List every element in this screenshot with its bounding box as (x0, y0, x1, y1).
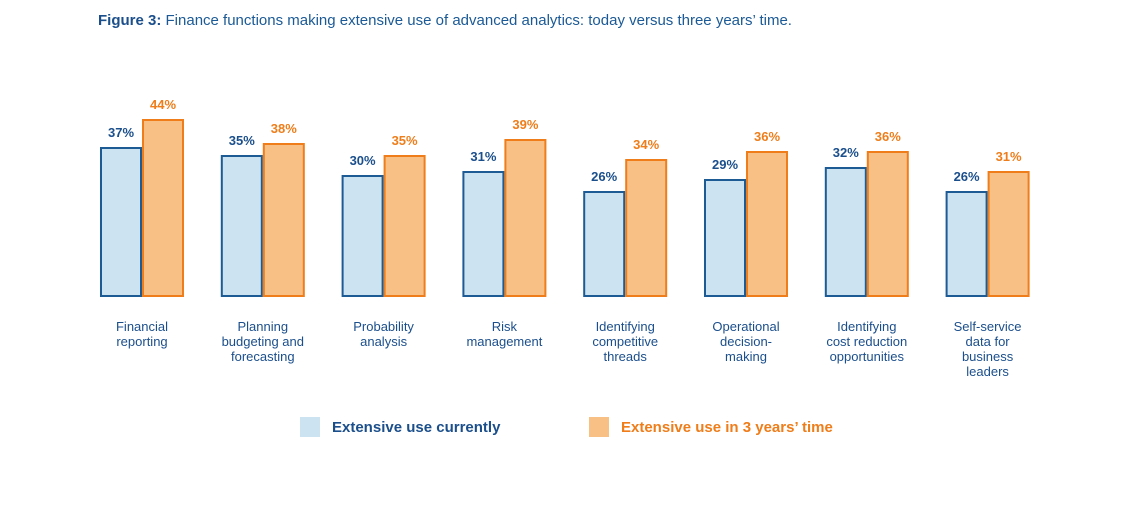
data-label-future-7: 31% (996, 149, 1022, 164)
category-label-line: reporting (116, 334, 167, 349)
category-label-line: leaders (966, 364, 1009, 379)
data-label-future-3: 39% (512, 117, 538, 132)
data-label-current-6: 32% (833, 145, 859, 160)
data-label-current-0: 37% (108, 125, 134, 140)
data-label-current-3: 31% (470, 149, 496, 164)
bar-current-6 (824, 167, 867, 297)
category-label-line: Identifying (837, 319, 896, 334)
bar-current-3 (462, 171, 505, 297)
category-label-line: opportunities (830, 349, 905, 364)
category-label-line: analysis (360, 334, 407, 349)
category-label-line: Probability (353, 319, 414, 334)
bar-current-2 (341, 175, 384, 297)
bar-future-0 (142, 119, 184, 297)
data-label-current-5: 29% (712, 157, 738, 172)
category-label-6: Identifying cost reduction opportunities (826, 319, 907, 364)
data-label-future-6: 36% (875, 129, 901, 144)
category-label-line: making (725, 349, 767, 364)
data-label-future-0: 44% (150, 97, 176, 112)
category-label-line: cost reduction (826, 334, 907, 349)
bar-current-1 (220, 155, 263, 297)
category-label-line: management (466, 334, 542, 349)
category-label-line: Operational (712, 319, 779, 334)
bar-future-1 (262, 143, 305, 297)
category-label-4: Identifying competitive threads (592, 319, 658, 364)
data-label-future-2: 35% (392, 133, 418, 148)
bar-future-2 (383, 155, 426, 297)
bar-current-0 (100, 147, 142, 297)
category-label-line: budgeting and (222, 334, 304, 349)
bar-future-4 (625, 159, 668, 297)
legend-swatch-future (589, 417, 609, 437)
category-label-line: competitive (592, 334, 658, 349)
data-label-current-4: 26% (591, 169, 617, 184)
data-label-future-4: 34% (633, 137, 659, 152)
category-label-line: Identifying (596, 319, 655, 334)
figure-label: Figure 3: (98, 12, 162, 29)
bar-future-7 (987, 171, 1030, 297)
legend-swatch-current (300, 417, 320, 437)
category-label-2: Probability analysis (353, 319, 414, 349)
figure-caption: Finance functions making extensive use o… (165, 12, 792, 29)
category-label-5: Operational decision-making (712, 319, 779, 364)
bar-current-5 (704, 179, 746, 297)
legend-item-future: Extensive use in 3 years’ time (589, 416, 833, 438)
legend-label-future: Extensive use in 3 years’ time (621, 418, 833, 436)
category-label-line: data for (966, 334, 1011, 349)
data-label-current-7: 26% (954, 169, 980, 184)
category-label-line: business (962, 349, 1014, 364)
legend-label-current: Extensive use currently (332, 418, 501, 436)
data-label-current-1: 35% (229, 133, 255, 148)
bar-current-7 (945, 191, 988, 297)
category-label-line: Self-service (954, 319, 1022, 334)
legend-item-current: Extensive use currently (300, 416, 500, 438)
category-label-7: Self-service data for business leaders (954, 319, 1022, 379)
category-label-0: Financial reporting (116, 319, 168, 349)
category-label-line: Risk (492, 319, 518, 334)
figure-title: Figure 3: Finance functions making exten… (98, 12, 792, 29)
data-label-future-5: 36% (754, 129, 780, 144)
category-label-line: Planning (237, 319, 288, 334)
category-label-3: Risk management (466, 319, 542, 349)
bar-current-4 (583, 191, 626, 297)
bar-future-5 (746, 151, 788, 297)
category-label-line: Financial (116, 319, 168, 334)
data-label-future-1: 38% (271, 121, 297, 136)
category-label-1: Planning budgeting and forecasting (222, 319, 304, 364)
bar-future-6 (866, 151, 909, 297)
category-label-line: decision- (720, 334, 772, 349)
category-label-line: threads (604, 349, 648, 364)
category-label-line: forecasting (231, 349, 295, 364)
bar-future-3 (504, 139, 547, 297)
data-label-current-2: 30% (350, 153, 376, 168)
